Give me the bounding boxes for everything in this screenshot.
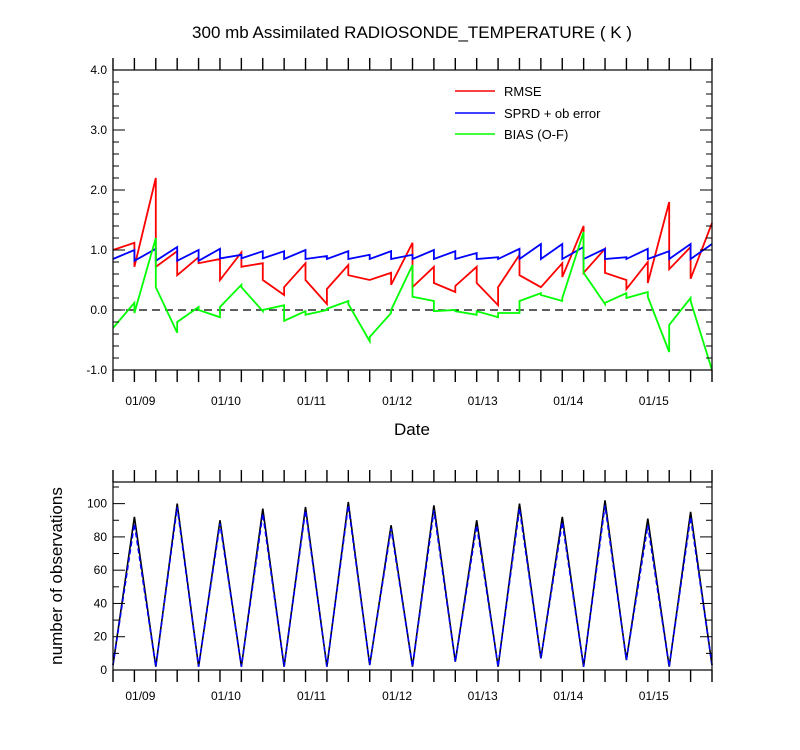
top-y-tick-label: 4.0 (90, 63, 107, 77)
top-x-tick-label: 01/10 (211, 394, 241, 408)
bottom-y-axis-title: number of observations (47, 487, 66, 665)
top-y-tick-label: -1.0 (86, 363, 107, 377)
bottom-x-tick-label: 01/11 (297, 689, 326, 703)
top-x-tick-label: 01/13 (468, 394, 498, 408)
bottom-x-tick-label: 01/12 (382, 689, 412, 703)
top-y-tick-label: 1.0 (90, 243, 107, 257)
top-series-line-2 (112, 231, 713, 371)
legend: RMSE SPRD + ob error BIAS (O-F) (455, 84, 601, 142)
bottom-y-tick-label: 60 (94, 563, 108, 577)
top-y-tick-label: 3.0 (90, 123, 107, 137)
top-y-tick-label: 0.0 (90, 303, 107, 317)
bottom-y-tick-label: 0 (100, 663, 107, 677)
top-x-tick-label: 01/11 (297, 394, 326, 408)
bottom-series-line-1 (112, 505, 713, 667)
chart-title: 300 mb Assimilated RADIOSONDE_TEMPERATUR… (192, 23, 632, 42)
bottom-y-tick-label: 20 (94, 630, 108, 644)
bottom-y-tick-label: 40 (94, 596, 108, 610)
bottom-y-tick-label: 80 (94, 530, 108, 544)
top-y-tick-label: 2.0 (90, 183, 107, 197)
top-x-tick-label: 01/09 (125, 394, 155, 408)
bottom-x-tick-label: 01/13 (468, 689, 498, 703)
legend-label-rmse: RMSE (504, 84, 542, 99)
top-series-line-1 (112, 242, 713, 263)
bottom-x-tick-label: 01/09 (125, 689, 155, 703)
top-x-axis-title: Date (394, 420, 430, 439)
top-x-tick-label: 01/15 (639, 394, 669, 408)
bottom-x-tick-label: 01/15 (639, 689, 669, 703)
bottom-x-tick-label: 01/10 (211, 689, 241, 703)
top-x-tick-label: 01/12 (382, 394, 412, 408)
bottom-x-tick-label: 01/14 (553, 689, 583, 703)
bottom-y-tick-label: 100 (87, 497, 107, 511)
legend-label-bias: BIAS (O-F) (504, 127, 568, 142)
top-plot-frame (112, 69, 713, 371)
legend-label-sprd: SPRD + ob error (504, 106, 601, 121)
top-x-tick-label: 01/14 (553, 394, 583, 408)
